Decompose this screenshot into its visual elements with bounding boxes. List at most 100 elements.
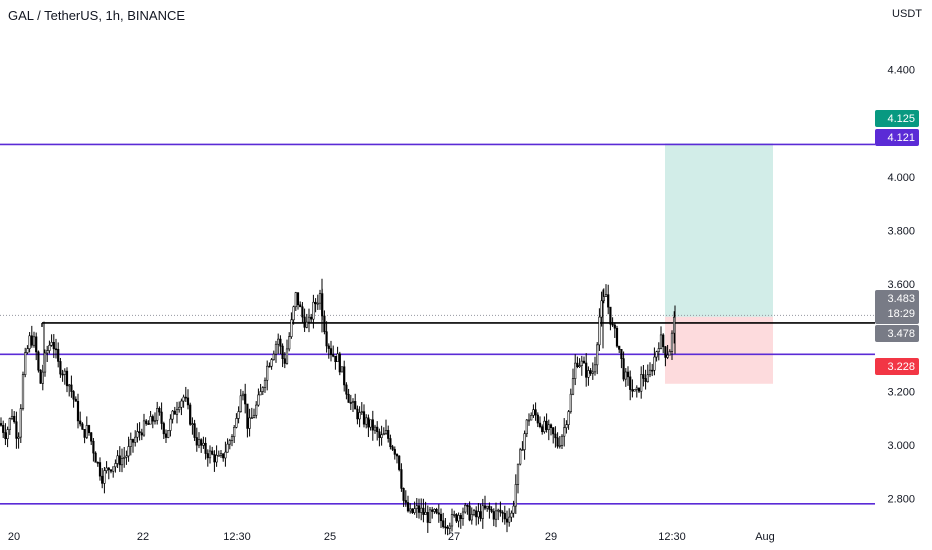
candle-body: [464, 504, 467, 513]
candle-body: [615, 327, 619, 347]
candle-body: [662, 334, 665, 348]
candle-body: [30, 335, 33, 346]
candle-body: [554, 433, 557, 439]
candle-body: [299, 304, 302, 308]
candle-body: [439, 513, 443, 522]
candle-body: [532, 409, 535, 416]
candle-body: [343, 366, 346, 386]
candle-body: [558, 445, 561, 447]
candle-body: [261, 387, 264, 392]
candle-body: [668, 351, 671, 356]
candle-body: [68, 384, 71, 387]
candle-body: [202, 442, 205, 446]
candle-body: [296, 292, 300, 306]
time-tick-label: 20: [8, 531, 20, 543]
price-badge: [875, 290, 919, 324]
candle-body: [2, 425, 5, 433]
candle-body: [211, 450, 214, 455]
candle-body: [173, 410, 176, 415]
candle-body: [151, 416, 154, 422]
candle-body: [63, 370, 66, 375]
candle-body: [389, 438, 392, 448]
candle-body: [101, 475, 104, 484]
candle-body: [167, 430, 170, 438]
candle-body: [574, 362, 577, 379]
candle-body: [472, 510, 476, 515]
candle-body: [354, 401, 357, 410]
candle-body: [39, 369, 42, 384]
time-tick-label: 27: [448, 531, 460, 543]
candle-body: [208, 450, 212, 459]
candle-body: [670, 332, 674, 352]
candle-body: [241, 393, 245, 397]
candle-body: [657, 348, 660, 352]
candle-body: [290, 319, 293, 337]
candle-body: [351, 401, 355, 403]
candle-body: [94, 452, 97, 463]
time-axis[interactable]: 20 22 12:30 25 27 29 12:30 Aug: [8, 531, 775, 543]
candle-body: [593, 364, 597, 373]
candle-body: [448, 525, 451, 529]
candle-body: [266, 365, 269, 381]
price-badge: [875, 325, 919, 342]
stop-zone: [665, 316, 773, 384]
price-axis[interactable]: 4.400 4.000 3.800 3.600 3.200 3.000 2.800: [887, 65, 915, 506]
price-badge: [875, 358, 919, 375]
candle-body: [519, 449, 522, 465]
candle-body: [248, 417, 251, 429]
candle-body: [197, 439, 201, 446]
candle-body: [24, 352, 27, 375]
candle-body: [534, 409, 537, 416]
candle-body: [277, 338, 280, 345]
candle-body: [666, 354, 669, 358]
candle-body: [424, 512, 427, 515]
candle-body: [459, 515, 462, 520]
candle-body: [270, 359, 273, 367]
candle-body: [642, 374, 645, 379]
candle-body: [393, 449, 396, 455]
candle-body: [618, 345, 621, 350]
candle-body: [481, 505, 484, 519]
candle-body: [145, 420, 148, 424]
candle-body: [523, 433, 526, 450]
candle-body: [426, 512, 429, 523]
candle-body: [239, 395, 242, 412]
candle-body: [600, 300, 603, 318]
candle-body: [387, 430, 390, 439]
candle-body: [457, 515, 460, 522]
candle-body: [417, 505, 421, 513]
candle-body: [633, 389, 636, 392]
candle-body: [598, 316, 601, 346]
candle-body: [19, 408, 22, 438]
candle-body: [651, 369, 654, 372]
candle-body: [83, 429, 86, 438]
price-badge: [875, 110, 919, 127]
candle-body: [611, 323, 614, 326]
candle-body: [235, 418, 238, 428]
candle-body: [362, 411, 366, 425]
candle-body: [477, 511, 480, 518]
candle-body: [409, 508, 412, 512]
candle-body: [567, 411, 570, 425]
candle-body: [556, 437, 559, 447]
candle-body: [57, 348, 60, 362]
candle-body: [327, 345, 330, 349]
candle-body: [200, 439, 203, 446]
candle-body: [360, 411, 363, 413]
candle-body: [6, 429, 9, 440]
candle-body: [219, 453, 223, 456]
candle-body: [536, 414, 539, 424]
candle-body: [347, 393, 350, 403]
candle-body: [136, 431, 139, 438]
candle-body: [626, 371, 630, 378]
candle-body: [503, 513, 506, 520]
candle-body: [96, 462, 99, 464]
candle-body: [631, 389, 634, 392]
candle-body: [659, 334, 663, 349]
candle-body: [501, 511, 504, 514]
candle-body: [620, 349, 623, 359]
candle-body: [125, 455, 128, 458]
candle-body: [294, 292, 297, 308]
candle-body: [147, 423, 150, 425]
